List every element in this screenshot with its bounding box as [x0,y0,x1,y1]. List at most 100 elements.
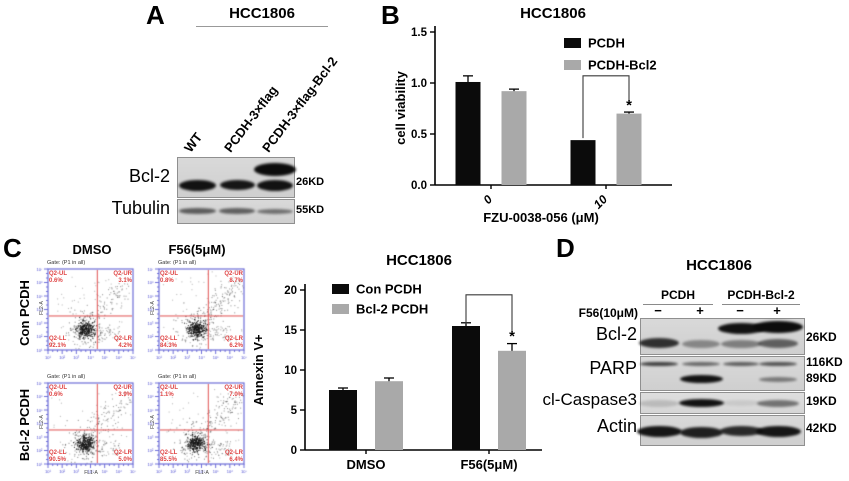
protein-band [178,179,216,191]
flow-scatter-canvas [36,256,142,368]
quadrant-lr-percent: 6.2% [229,342,243,349]
bar-con-pcdh-1 [452,326,480,450]
flow-gate-label: Gate: (P1 in all) [158,374,197,380]
blot-row-label-actin: Actin [596,416,637,436]
flow-gate-label: Gate: (P1 in all) [47,374,86,380]
protein-band [257,179,293,191]
protein-band [721,340,761,348]
quadrant-ll-name: Q2-LL [160,336,178,342]
legend-label: PCDH [588,36,625,51]
quadrant-lr-percent: 4.2% [118,342,132,349]
panel-d-group-underline-1 [643,304,713,305]
flow-plot-0: Gate: (P1 in all) Q2-UL 0.6% Q2-UR 3.1% Q2-LL… [36,256,142,368]
blot-row-label-parp: PARP [589,358,637,378]
x-tick-label: 0 [480,192,495,207]
quadrant-lr: Q2-LR 4.2% [91,336,132,349]
legend-label: PCDH-Bcl2 [588,58,657,73]
x-tick-label: F56(5μM) [460,457,517,472]
y-tick-label: 5 [291,405,298,417]
protein-band [719,426,763,436]
bar-bcl-2-pcdh-0 [375,381,403,450]
quadrant-lr: Q2-LR 6.2% [202,336,243,349]
significance-bracket [465,294,513,335]
flow-scatter-canvas [147,370,253,481]
quadrant-ul-name: Q2-UL [160,271,178,277]
quadrant-ur-name: Q2-UR [113,271,132,277]
y-axis-title: cell viability [393,70,408,144]
significance-star: * [509,328,515,345]
quadrant-ll-name: Q2-LL [160,450,178,456]
protein-band [639,338,679,348]
quadrant-lr-percent: 5.0% [118,456,132,463]
flow-plot-2: Gate: (P1 in all) Q2-UL 0.6% Q2-UR 3.9% Q2-LL… [36,370,142,481]
bar-con-pcdh-0 [329,390,357,450]
protein-band [219,208,255,214]
quadrant-ur: Q2-UR 7.0% [202,385,243,398]
quadrant-ur: Q2-UR 3.1% [91,271,132,284]
quadrant-ur: Q2-UR 8.7% [202,271,243,284]
protein-band [721,400,761,406]
panel-a-header-underline [196,26,328,27]
y-tick-label: 15 [284,325,297,337]
quadrant-lr-name: Q2-LR [225,336,243,342]
protein-band [679,426,723,438]
flow-scatter-canvas [36,370,142,481]
legend-label: Con PCDH [356,282,422,297]
panel-d-title: HCC1806 [686,257,752,274]
quadrant-lr-name: Q2-LR [225,450,243,456]
quadrant-ur-name: Q2-UR [224,271,243,277]
quadrant-ul: Q2-UL 1.1% [160,385,178,398]
quadrant-ll: Q2-LL 92.1% [49,336,66,349]
y-tick-label: 10 [284,365,297,377]
legend-swatch [332,304,349,314]
flow-y-axis-label: FL2-A [150,301,156,315]
panel-d-bcl2-blot [639,318,805,355]
protein-band [755,425,801,437]
protein-band [219,180,255,190]
flow-y-axis-label: FL2-A [39,301,45,315]
flow-plot-1: Gate: (P1 in all) Q2-UL 0.8% Q2-UR 8.7% Q2-LL… [147,256,253,368]
blot-row-label-bcl2-d: Bcl-2 [595,324,637,344]
protein-band [636,425,682,437]
protein-band [678,399,724,407]
flow-y-axis-label: FL2-A [150,415,156,429]
flow-column-header-f56: F56(5μM) [168,242,226,257]
flow-column-header-dmso: DMSO [72,242,112,257]
panel-d-group-pcdh-bcl2: PCDH-Bcl-2 [727,288,795,302]
y-tick-label: 20 [284,285,297,297]
quadrant-ll-name: Q2-LL [49,336,67,342]
bar-pcdh-bcl2-0 [501,91,527,185]
panel-d-label: D [556,233,575,263]
panel-b-label: B [381,0,400,30]
bar-bcl-2-pcdh-1 [498,350,526,450]
x-tick-label: 10 [591,192,611,212]
flow-y-axis-label: FL2-A [39,415,45,429]
quadrant-ll: Q2-LL 85.5% [160,450,177,463]
mw-label-19kd: 19KD [806,394,837,408]
quadrant-ul-percent: 0.6% [49,391,63,398]
quadrant-ul: Q2-UL 0.6% [49,271,67,284]
blot-row-label-cl-caspase3: cl-Caspase3 [542,390,638,409]
protein-band [759,376,797,382]
lane-label-wt: WT [181,129,206,155]
quadrant-lr-percent: 6.4% [229,456,243,463]
quadrant-ur-percent: 3.1% [118,277,132,284]
quadrant-lr-name: Q2-LR [114,450,132,456]
protein-band [254,162,296,176]
lane-sign-1: − [654,303,662,318]
chart-title: HCC1806 [520,5,586,22]
y-tick-label: 0.0 [411,180,427,192]
flow-scatter-canvas [147,256,253,368]
quadrant-ll: Q2-LL 90.5% [49,450,66,463]
quadrant-ur-percent: 7.0% [229,391,243,398]
protein-band [753,321,803,333]
quadrant-ur-percent: 8.7% [229,277,243,284]
panel-a-cell-line: HCC1806 [229,5,295,22]
protein-band [682,340,720,348]
y-tick-label: 0 [291,445,297,457]
blot-row-label-tubulin: Tubulin [111,198,170,218]
protein-band [757,399,799,407]
protein-band [717,322,765,334]
flow-plot-3: Gate: (P1 in all) Q2-UL 1.1% Q2-UR 7.0% Q2-LL… [147,370,253,481]
